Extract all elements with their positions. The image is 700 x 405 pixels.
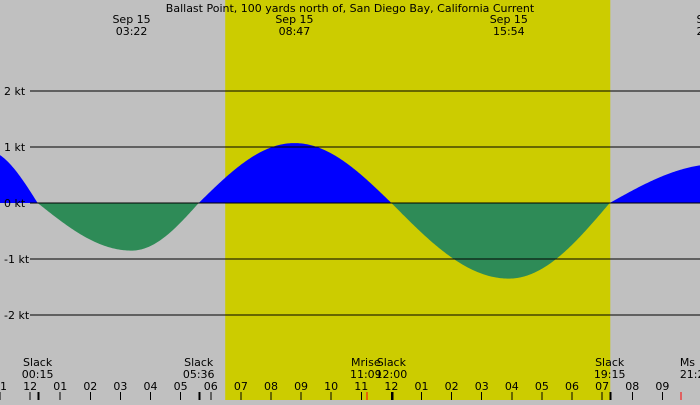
x-tick-label: 08 xyxy=(625,380,639,393)
y-tick-label: -2 kt xyxy=(4,309,30,322)
x-tick-label: 08 xyxy=(264,380,278,393)
x-tick-label: 07 xyxy=(595,380,609,393)
chart-title: Ballast Point, 100 yards north of, San D… xyxy=(166,2,535,15)
x-tick-label: 12 xyxy=(384,380,398,393)
x-tick-label: 01 xyxy=(53,380,67,393)
x-tick-label: 10 xyxy=(324,380,338,393)
x-tick-label: 09 xyxy=(655,380,669,393)
x-tick-label: 09 xyxy=(294,380,308,393)
x-tick-label: 06 xyxy=(204,380,218,393)
event-time: 21:2 xyxy=(680,368,700,381)
x-tick-label: 06 xyxy=(565,380,579,393)
extremum-time: 03:22 xyxy=(116,25,148,38)
x-tick-label: 03 xyxy=(475,380,489,393)
y-tick-label: 0 kt xyxy=(4,197,26,210)
x-tick-label: 12 xyxy=(23,380,37,393)
x-tick-label: 04 xyxy=(505,380,519,393)
extremum-time: 2 xyxy=(697,25,700,38)
extremum-time: 15:54 xyxy=(493,25,525,38)
extremum-time: 08:47 xyxy=(279,25,311,38)
y-tick-label: 2 kt xyxy=(4,85,26,98)
x-tick-label: 02 xyxy=(445,380,459,393)
x-tick-label: 11 xyxy=(0,380,7,393)
x-tick-label: 07 xyxy=(234,380,248,393)
x-tick-label: 02 xyxy=(83,380,97,393)
x-tick-label: 03 xyxy=(113,380,127,393)
y-tick-label: -1 kt xyxy=(4,253,30,266)
x-tick-label: 04 xyxy=(144,380,158,393)
x-tick-label: 01 xyxy=(415,380,429,393)
y-tick-label: 1 kt xyxy=(4,141,26,154)
x-tick-label: 05 xyxy=(535,380,549,393)
x-tick-label: 05 xyxy=(174,380,188,393)
x-tick-label: 11 xyxy=(354,380,368,393)
